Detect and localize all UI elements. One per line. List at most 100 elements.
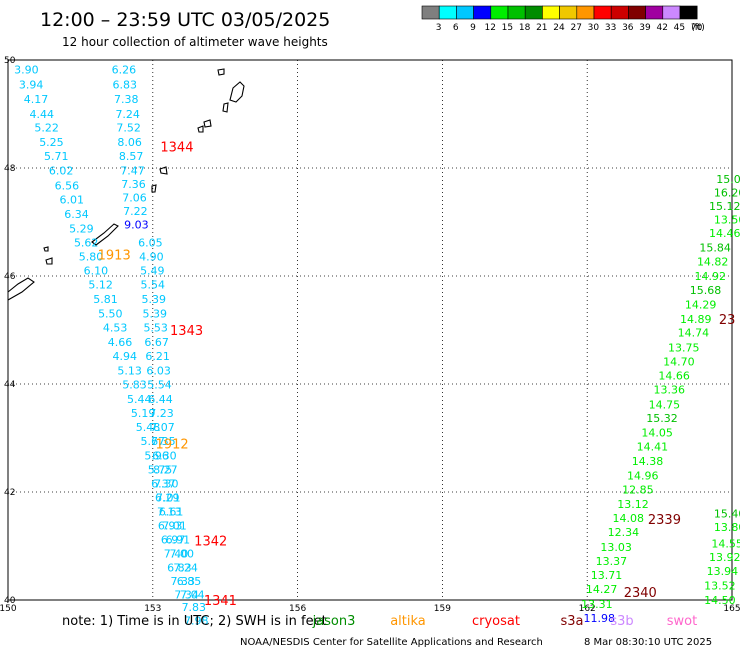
- legend-tick-label: 3: [436, 23, 442, 33]
- wave-height-value: 7.47: [120, 165, 145, 178]
- wave-height-value: 14.92: [695, 270, 727, 283]
- wave-height-value: 14.46: [709, 227, 740, 240]
- mission-label: swot: [667, 614, 697, 629]
- legend-tick-label: 42: [656, 23, 667, 33]
- wave-height-value: 7.22: [123, 205, 148, 218]
- legend-swatch: [610, 5, 629, 20]
- wave-height-value: 13.12: [617, 498, 649, 511]
- wave-height-value: 5.50: [98, 307, 123, 320]
- wave-height-value: 11.98: [584, 612, 616, 625]
- wave-height-value: 6.10: [84, 265, 109, 278]
- pass-number-label: 23: [719, 313, 736, 328]
- wave-height-value: 7.34: [174, 589, 199, 602]
- pass-number-label: 1912: [156, 437, 189, 452]
- mission-legend: jason3 altika cryosat s3a s3b swot: [312, 614, 698, 629]
- wave-height-value: 13.03: [600, 541, 632, 554]
- page-title: 12:00 – 23:59 UTC 03/05/2025: [40, 9, 330, 31]
- legend-tick-label: 18: [519, 23, 531, 33]
- wave-height-value: 14.74: [678, 327, 710, 340]
- lon-tick-label: 156: [289, 604, 306, 614]
- wave-height-value: 8.27: [153, 463, 178, 476]
- wave-height-value: 6.01: [59, 193, 84, 206]
- wave-height-value: 14.70: [663, 355, 695, 368]
- wave-height-value: 14.82: [697, 255, 729, 268]
- legend-tick-label: 70: [691, 23, 703, 33]
- island-shape: [91, 223, 119, 246]
- wave-height-value: 5.83: [122, 379, 147, 392]
- wave-height-value: 5.44: [127, 393, 152, 406]
- legend-tick-label: 33: [605, 23, 616, 33]
- wave-height-value: 6.44: [148, 393, 173, 406]
- wave-height-value: 6.83: [167, 562, 192, 575]
- wave-height-value: 7.00: [170, 548, 195, 561]
- wave-height-value: 14.89: [680, 313, 712, 326]
- wave-height-value: 5.12: [88, 279, 113, 292]
- legend-tick-label: 24: [553, 23, 565, 33]
- wave-height-value: 14.38: [632, 455, 664, 468]
- legend-swatch: [628, 5, 646, 20]
- wave-height-value: 7.01: [162, 519, 187, 532]
- wave-height-value: 7.52: [116, 122, 141, 135]
- wave-height-value: 5.22: [34, 122, 59, 135]
- legend-swatch: [456, 5, 474, 20]
- color-scale-legend: 3 6 9 12 15 18 21 24 27 30 33 36 39 42 45 70(ft): [421, 5, 705, 33]
- wave-height-value: 16.20: [714, 186, 740, 199]
- map-frame: [7, 59, 733, 601]
- legend-swatch: [421, 5, 440, 20]
- mission-label: jason3: [312, 614, 356, 629]
- island-shape: [43, 246, 49, 252]
- wave-height-value: 6.85: [177, 575, 202, 588]
- wave-height-value: 4.90: [139, 251, 164, 264]
- legend-swatch: [524, 5, 543, 20]
- wave-height-value: 6.97: [161, 534, 186, 547]
- wave-height-value: 6.30: [152, 449, 177, 462]
- wave-height-value: 5.62: [74, 237, 99, 250]
- wave-height-value: 15.84: [699, 241, 731, 254]
- wave-height-value: 7.98: [184, 615, 209, 628]
- wave-height-value: 14.05: [641, 427, 673, 440]
- island-shape: [151, 184, 157, 193]
- legend-swatch: [473, 5, 492, 20]
- legend-swatch: [679, 5, 698, 20]
- wave-height-value: 13.94: [707, 565, 739, 578]
- wave-height-value: 15.68: [690, 284, 722, 297]
- mission-label: altika: [390, 614, 426, 629]
- wave-height-value: 7.24: [115, 108, 140, 121]
- wave-height-value: 3.94: [19, 78, 44, 91]
- wave-height-value: 6.02: [49, 165, 74, 178]
- lon-tick-label: 165: [723, 604, 740, 614]
- wave-height-value: 14.50: [704, 594, 736, 607]
- mission-label: s3a: [560, 614, 583, 629]
- wave-height-value: 6.34: [64, 208, 89, 221]
- wave-height-value: 4.94: [113, 350, 138, 363]
- wave-height-value: 5.53: [143, 321, 168, 334]
- lon-tick-label: 162: [579, 604, 596, 614]
- lat-tick-label: 50: [4, 56, 16, 66]
- wave-height-value: 6.91: [166, 534, 191, 547]
- legend-swatch: [662, 5, 681, 20]
- wave-height-value: 6.35: [151, 435, 176, 448]
- legend-tick-label: 9: [470, 23, 476, 33]
- wave-height-value: 5.49: [140, 265, 165, 278]
- island-shape: [45, 257, 53, 265]
- lat-tick-label: 42: [4, 488, 15, 498]
- wave-height-value: 5.39: [142, 307, 167, 320]
- wave-height-value: 5.71: [44, 150, 69, 163]
- wave-height-value: 7.38: [114, 93, 139, 106]
- legend-swatch: [542, 5, 560, 20]
- wave-height-value: 7.83: [182, 601, 207, 614]
- wave-height-value: 14.66: [658, 369, 690, 382]
- wave-height-value: 5.39: [142, 293, 167, 306]
- lat-tick-label: 40: [4, 596, 16, 606]
- wave-height-value: 7.06: [122, 192, 147, 205]
- lon-tick-label: 153: [144, 604, 161, 614]
- wave-height-value: 5.13: [117, 365, 142, 378]
- wave-height-value: 13.52: [704, 579, 736, 592]
- legend-tick-label: 21: [536, 23, 547, 33]
- lon-tick-label: 159: [434, 604, 451, 614]
- wave-height-value: 13.50: [714, 213, 740, 226]
- wave-height-value: 7.40: [164, 548, 189, 561]
- island-shape: [229, 81, 245, 103]
- legend-swatch: [576, 5, 595, 20]
